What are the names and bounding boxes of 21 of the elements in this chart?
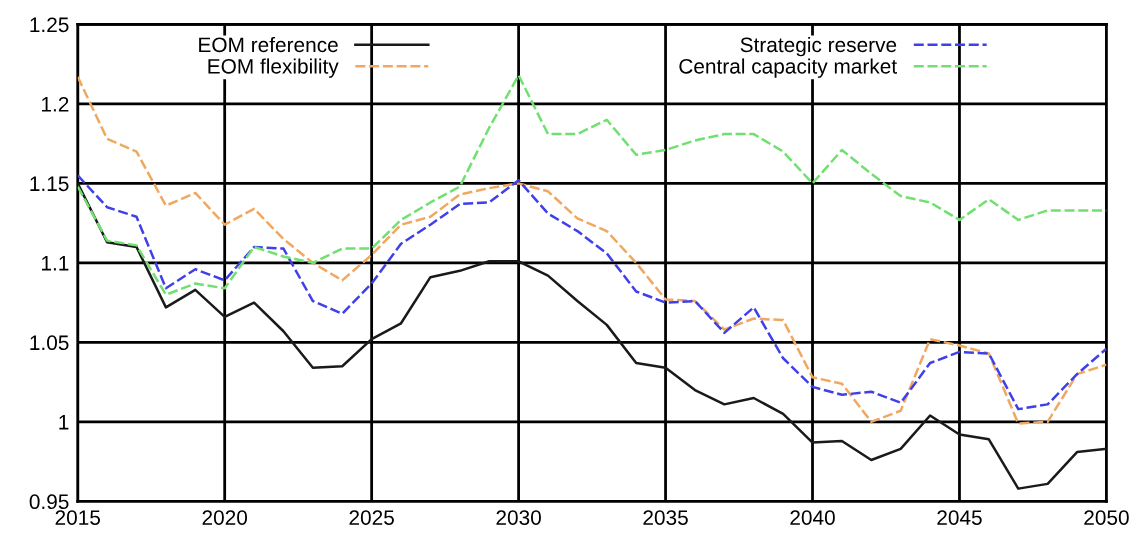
x-tick-label: 2035 bbox=[643, 510, 688, 525]
y-tick-label: 1.25 bbox=[30, 17, 69, 33]
x-tick-label: 2025 bbox=[349, 510, 394, 525]
x-tick-label: 2050 bbox=[1084, 510, 1129, 525]
x-tick-label: 2045 bbox=[937, 510, 982, 525]
x-tick-label: 2020 bbox=[202, 510, 248, 525]
y-tick-label: 0.95 bbox=[29, 494, 69, 510]
y-tick-label: 1.1 bbox=[42, 256, 69, 271]
x-tick-label: 2030 bbox=[496, 510, 541, 525]
line-series bbox=[77, 182, 1107, 490]
y-tick-label: 1.2 bbox=[42, 96, 69, 112]
legend-label: EOM reference bbox=[199, 36, 338, 53]
y-tick-label: 1.05 bbox=[30, 335, 69, 351]
y-tick-label: 1 bbox=[59, 415, 69, 430]
y-tick-label: 1.15 bbox=[30, 176, 69, 192]
legend-label: Strategic reserve bbox=[740, 36, 897, 57]
line-series bbox=[77, 174, 1107, 411]
legend-label: EOM flexibility bbox=[208, 58, 339, 78]
x-tick-label: 2040 bbox=[790, 510, 835, 525]
x-tick-label: 2015 bbox=[55, 510, 101, 525]
legend-label: Central capacity market bbox=[679, 58, 897, 78]
